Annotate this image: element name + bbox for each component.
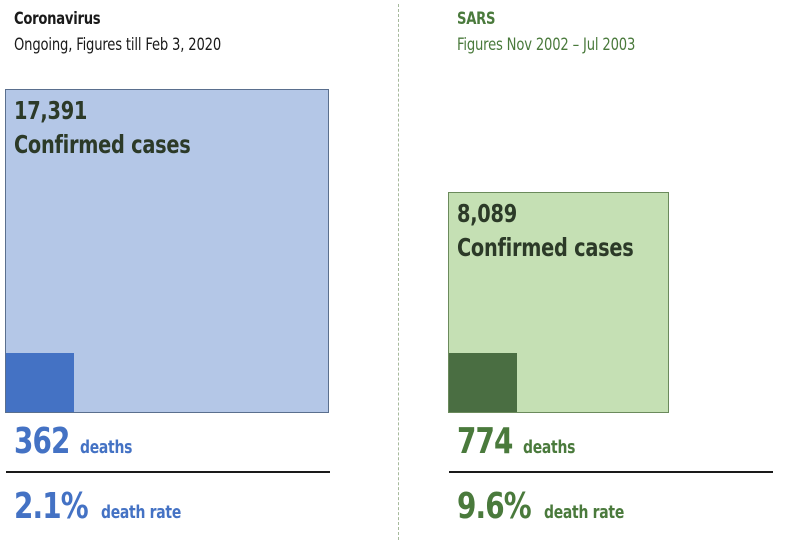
panel-divider — [398, 4, 399, 540]
sars-confirmed-value: 8,089 — [457, 199, 517, 228]
sars-deaths-label: deaths — [522, 437, 575, 458]
sars-death-rate-label: death rate — [543, 502, 624, 523]
coronavirus-confirmed-square: 17,391 Confirmed cases — [5, 89, 329, 413]
sars-death-rate-value: 9.6% — [457, 486, 532, 527]
coronavirus-death-rate-label: death rate — [100, 502, 181, 523]
sars-title: SARS — [457, 9, 496, 29]
sars-deaths-value: 774 — [457, 421, 513, 462]
coronavirus-deaths-square — [6, 353, 74, 412]
coronavirus-title: Coronavirus — [14, 9, 101, 29]
coronavirus-separator — [6, 471, 330, 473]
coronavirus-death-rate-value: 2.1% — [14, 486, 89, 527]
sars-subtitle: Figures Nov 2002 – Jul 2003 — [457, 35, 636, 55]
coronavirus-deaths-value: 362 — [14, 421, 70, 462]
sars-panel: SARS Figures Nov 2002 – Jul 2003 8,089 C… — [443, 0, 799, 546]
sars-death-rate-stat: 9.6% death rate — [457, 486, 637, 527]
sars-separator — [449, 471, 773, 473]
coronavirus-death-rate-stat: 2.1% death rate — [14, 486, 194, 527]
coronavirus-deaths-stat: 362 deaths — [14, 421, 140, 462]
coronavirus-confirmed-value: 17,391 — [14, 96, 88, 125]
coronavirus-deaths-label: deaths — [79, 437, 132, 458]
coronavirus-panel: Coronavirus Ongoing, Figures till Feb 3,… — [0, 0, 380, 546]
sars-deaths-stat: 774 deaths — [457, 421, 583, 462]
sars-deaths-square — [449, 353, 517, 412]
sars-confirmed-square: 8,089 Confirmed cases — [448, 192, 669, 413]
coronavirus-subtitle: Ongoing, Figures till Feb 3, 2020 — [14, 35, 222, 55]
coronavirus-confirmed-label: Confirmed cases — [14, 130, 191, 159]
sars-confirmed-label: Confirmed cases — [457, 233, 634, 262]
